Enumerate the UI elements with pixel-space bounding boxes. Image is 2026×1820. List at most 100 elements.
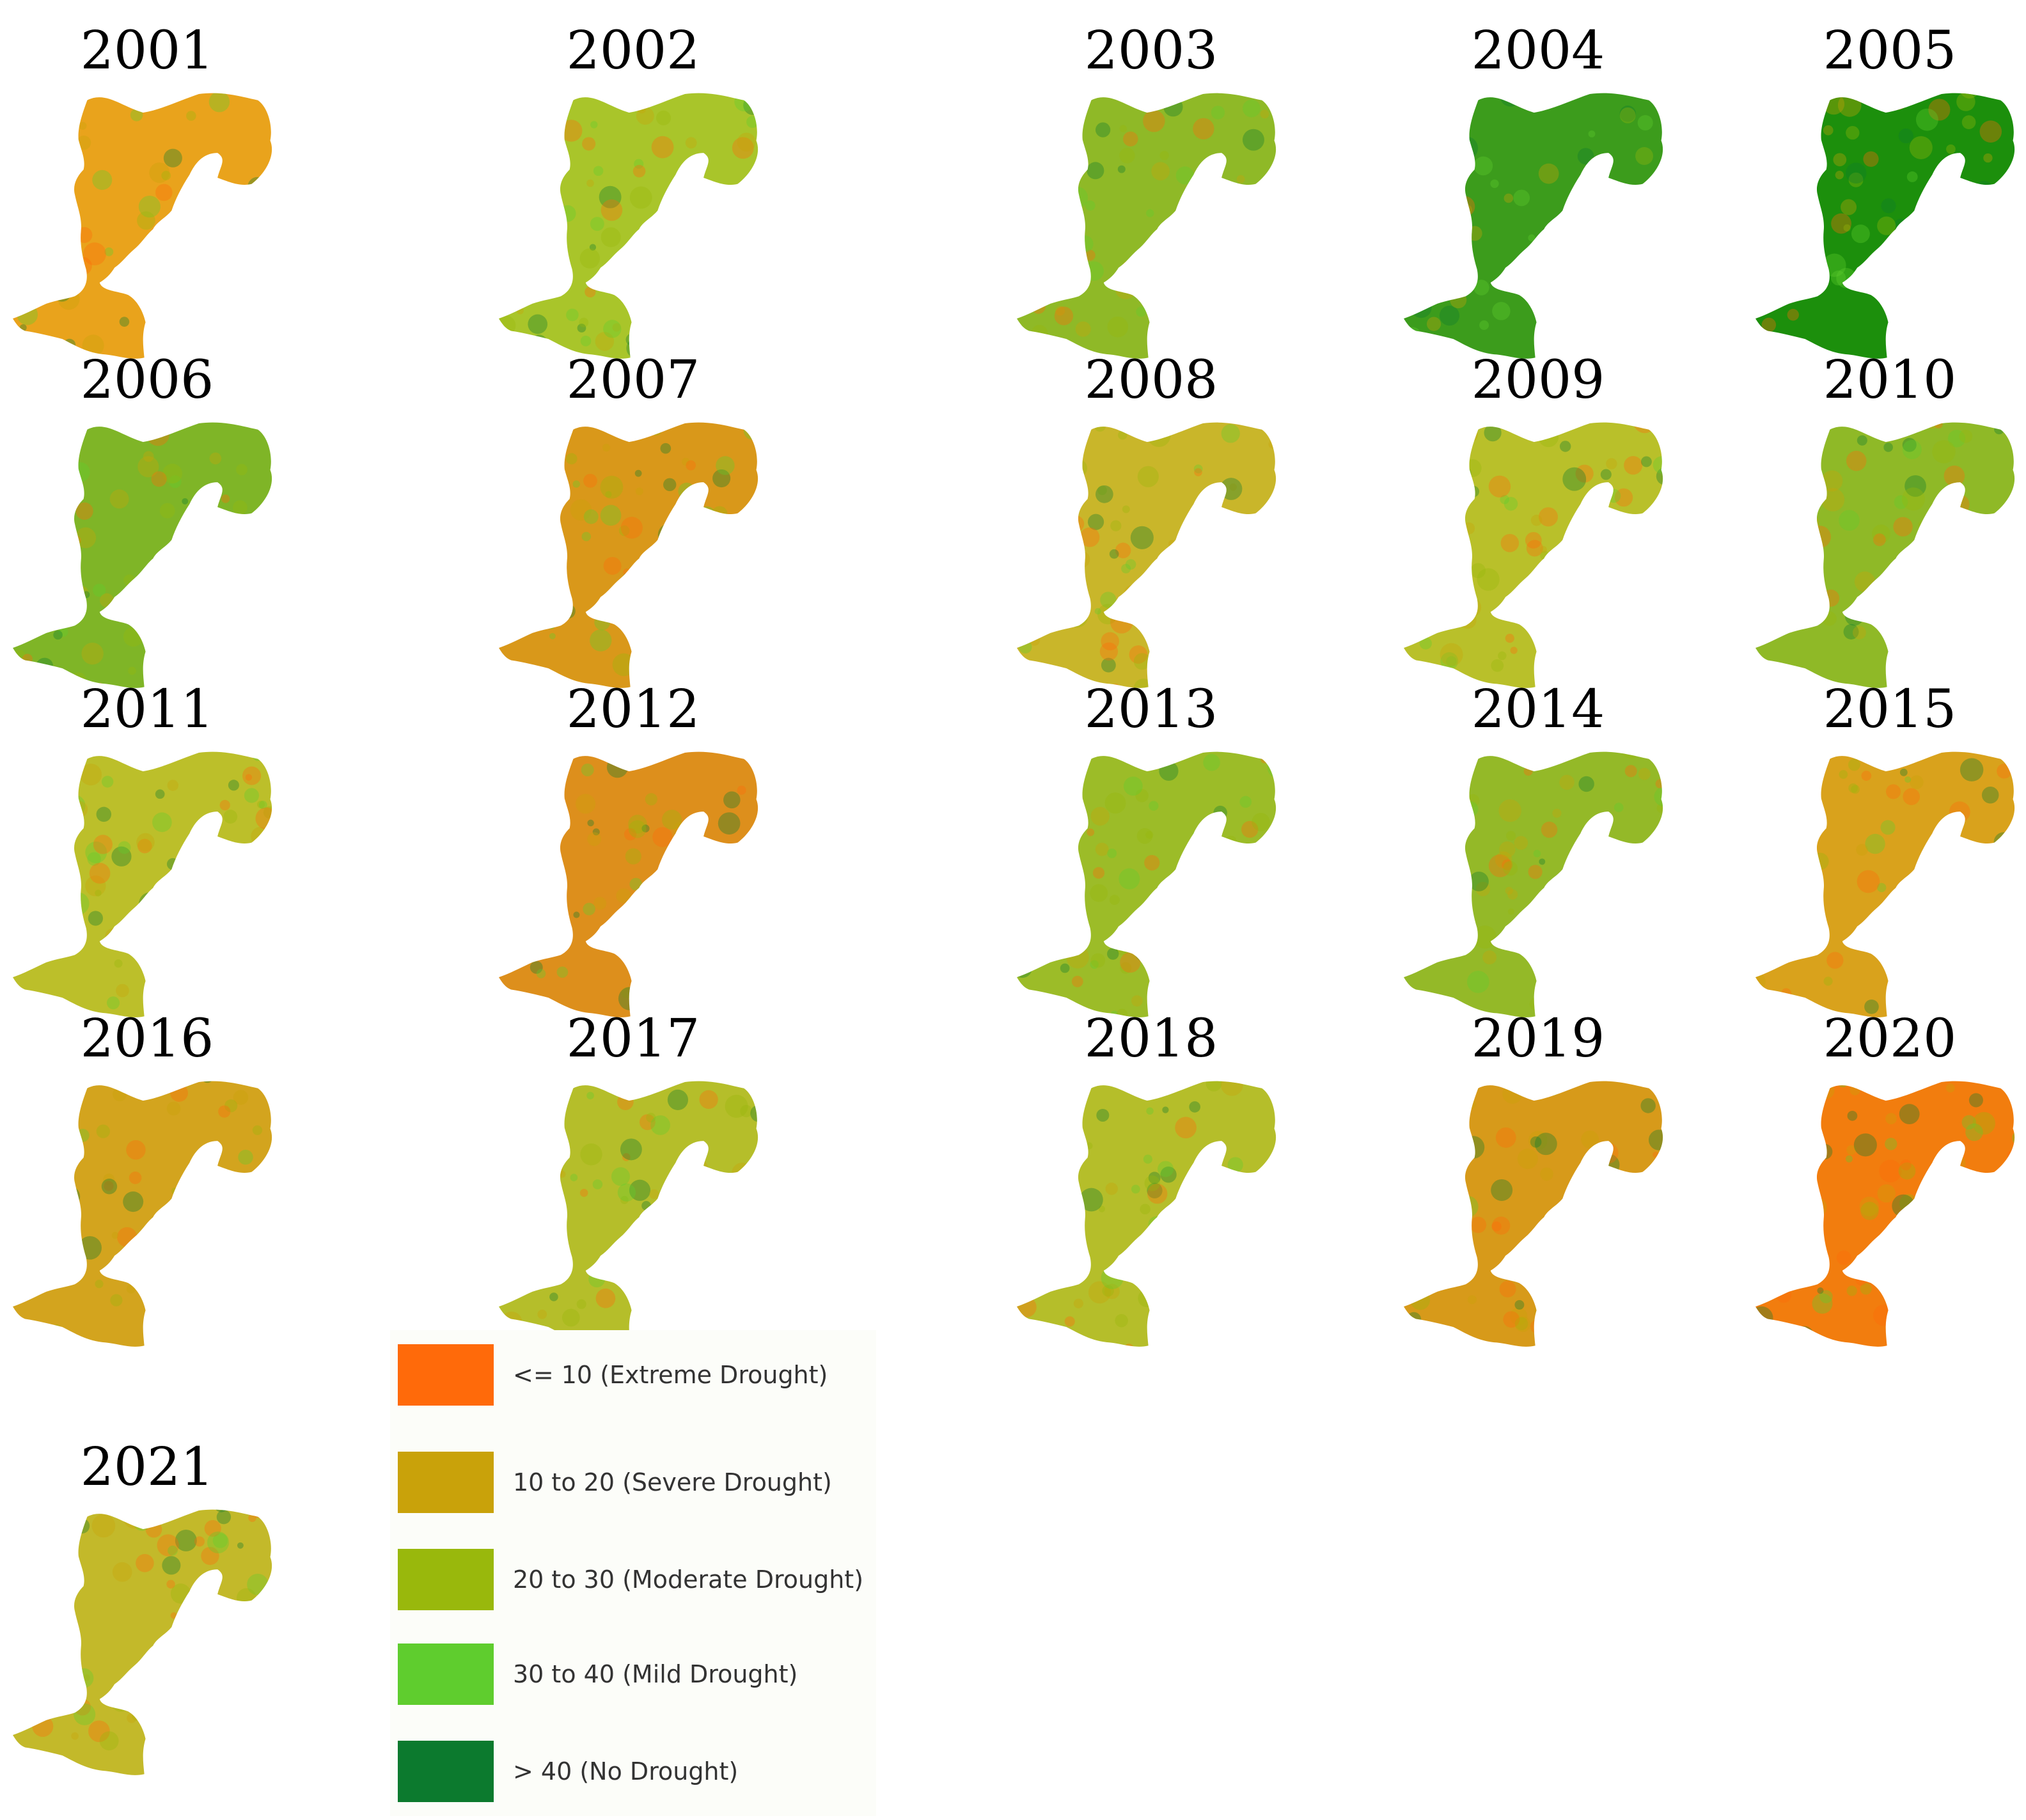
texture-speckle [1650, 629, 1663, 642]
texture-speckle [29, 760, 53, 784]
texture-speckle [1883, 443, 1893, 452]
texture-speckle [1598, 538, 1616, 557]
texture-speckle [731, 323, 744, 336]
texture-speckle [1031, 580, 1049, 598]
texture-speckle [1890, 1301, 1901, 1312]
texture-speckle [1417, 125, 1429, 136]
texture-speckle [624, 828, 637, 841]
texture-speckle [1979, 320, 1989, 330]
texture-speckle [266, 1185, 272, 1204]
texture-speckle [30, 137, 44, 151]
texture-speckle [1656, 803, 1663, 813]
texture-speckle [1130, 526, 1154, 549]
texture-speckle [1266, 1188, 1276, 1200]
texture-speckle [585, 286, 596, 298]
texture-speckle [1454, 196, 1475, 217]
texture-speckle [1660, 309, 1663, 328]
texture-speckle [37, 234, 61, 258]
texture-speckle [1793, 1228, 1816, 1251]
texture-speckle [617, 1183, 636, 1202]
texture-speckle [1185, 649, 1202, 666]
texture-speckle [1808, 525, 1831, 549]
texture-speckle [1759, 822, 1778, 841]
texture-speckle [1959, 429, 1973, 443]
texture-speckle [52, 1104, 76, 1127]
texture-speckle [1898, 1162, 1916, 1180]
texture-speckle [1983, 556, 1990, 564]
texture-speckle [238, 1149, 253, 1165]
texture-speckle [54, 1658, 75, 1679]
texture-speckle [1188, 956, 1211, 979]
texture-speckle [1060, 963, 1070, 973]
texture-speckle [45, 196, 54, 207]
texture-speckle [1614, 488, 1633, 507]
texture-speckle [223, 189, 230, 196]
texture-speckle [1932, 440, 1956, 464]
texture-speckle [1759, 889, 1768, 898]
texture-speckle [1979, 224, 2000, 246]
texture-speckle [499, 754, 512, 768]
texture-speckle [1092, 867, 1105, 879]
texture-speckle [1125, 559, 1136, 570]
drought-map-2005 [1755, 93, 2015, 359]
texture-speckle [587, 819, 594, 827]
texture-speckle [753, 576, 758, 593]
texture-speckle [1488, 854, 1512, 877]
texture-speckle [2007, 867, 2015, 882]
texture-speckle [1038, 470, 1052, 485]
texture-speckle [1500, 494, 1509, 505]
texture-speckle [1523, 767, 1533, 776]
texture-speckle [635, 978, 654, 997]
texture-speckle [1419, 1134, 1438, 1153]
texture-speckle [743, 1183, 757, 1197]
texture-speckle [1065, 605, 1088, 628]
texture-speckle [1104, 1283, 1120, 1299]
texture-speckle [1910, 961, 1931, 981]
legend-item-extreme: <= 10 (Extreme Drought) [398, 1344, 871, 1406]
texture-speckle [1069, 459, 1087, 478]
texture-speckle [675, 829, 698, 851]
texture-speckle [1105, 1182, 1118, 1195]
texture-speckle [220, 1618, 242, 1640]
texture-speckle [1564, 663, 1572, 671]
texture-speckle [1653, 456, 1663, 474]
texture-speckle [1537, 1252, 1550, 1265]
texture-speckle [565, 453, 577, 465]
texture-speckle [18, 1100, 42, 1124]
texture-speckle [104, 1181, 114, 1191]
texture-speckle [583, 902, 595, 916]
map-panel-2005: 2005 [1743, 19, 2026, 359]
texture-speckle [1246, 1230, 1266, 1249]
texture-speckle [1958, 595, 1971, 608]
texture-speckle [1846, 450, 1867, 471]
texture-speckle [1440, 224, 1450, 233]
texture-speckle [1794, 1326, 1814, 1346]
texture-speckle [1541, 1291, 1548, 1298]
texture-speckle [252, 751, 264, 761]
texture-speckle [1654, 1241, 1663, 1264]
texture-speckle [1252, 302, 1273, 324]
texture-speckle [1150, 1331, 1163, 1344]
texture-speckle [751, 661, 758, 672]
texture-speckle [110, 1294, 123, 1306]
texture-speckle [1040, 853, 1056, 869]
texture-speckle [1578, 178, 1601, 202]
texture-speckle [718, 812, 741, 835]
texture-speckle [157, 1534, 179, 1557]
texture-speckle [1526, 540, 1543, 557]
texture-speckle [1095, 122, 1111, 137]
texture-speckle [1541, 821, 1558, 838]
texture-speckle [96, 806, 112, 822]
map-panel-2008: 2008 [1004, 349, 1298, 688]
texture-speckle [1452, 229, 1461, 237]
texture-speckle [662, 810, 682, 830]
texture-speckle [267, 1581, 272, 1597]
texture-speckle [261, 996, 271, 1006]
texture-speckle [1581, 1130, 1599, 1149]
texture-speckle [1023, 918, 1045, 939]
texture-speckle [1798, 1194, 1820, 1216]
texture-speckle [529, 292, 540, 302]
texture-speckle [1223, 1239, 1235, 1251]
texture-speckle [1535, 422, 1548, 425]
texture-speckle [1643, 543, 1651, 551]
